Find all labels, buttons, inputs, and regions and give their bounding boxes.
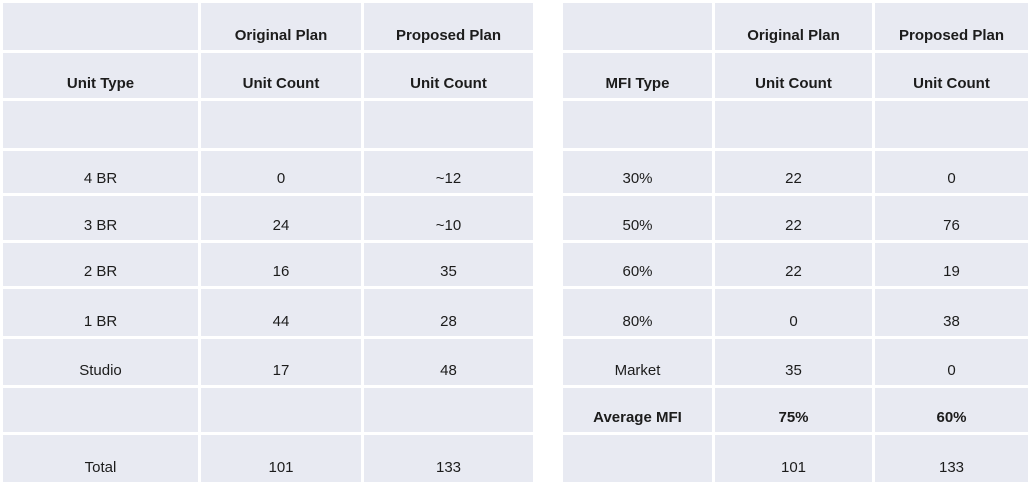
data-cell: 22 — [715, 151, 872, 193]
data-cell — [3, 388, 198, 432]
table-row: 4 BR 0 ~12 — [3, 151, 533, 193]
mfi-type-table: Original Plan Proposed Plan MFI Type Unit C… — [560, 0, 1031, 485]
data-cell: 133 — [364, 435, 533, 482]
header-cell: Unit Count — [364, 53, 533, 98]
header-cell: Unit Count — [201, 53, 361, 98]
header-cell: Unit Count — [715, 53, 872, 98]
data-cell — [364, 388, 533, 432]
data-cell: 3 BR — [3, 196, 198, 240]
data-cell: 60% — [563, 243, 712, 286]
table-row: Original Plan Proposed Plan — [3, 3, 533, 50]
table-row: 1 BR 44 28 — [3, 289, 533, 336]
data-cell: 17 — [201, 339, 361, 385]
data-cell: 0 — [201, 151, 361, 193]
data-cell: 30% — [563, 151, 712, 193]
header-cell: Unit Count — [875, 53, 1028, 98]
data-cell: ~10 — [364, 196, 533, 240]
table-row: 50% 22 76 — [563, 196, 1028, 240]
header-cell — [3, 3, 198, 50]
data-cell: 38 — [875, 289, 1028, 336]
table-row — [563, 101, 1028, 148]
table-row — [3, 388, 533, 432]
data-cell: 22 — [715, 196, 872, 240]
data-cell: Average MFI — [563, 388, 712, 432]
data-cell — [201, 388, 361, 432]
table-row: Market 35 0 — [563, 339, 1028, 385]
data-cell: 0 — [875, 339, 1028, 385]
data-cell — [201, 101, 361, 148]
data-cell: ~12 — [364, 151, 533, 193]
data-cell: 101 — [201, 435, 361, 482]
data-cell: 35 — [715, 339, 872, 385]
data-cell — [3, 101, 198, 148]
data-cell — [875, 101, 1028, 148]
header-cell — [563, 3, 712, 50]
data-cell — [715, 101, 872, 148]
table-row: 60% 22 19 — [563, 243, 1028, 286]
table-row: Total 101 133 — [3, 435, 533, 482]
data-cell: 76 — [875, 196, 1028, 240]
header-cell: Original Plan — [715, 3, 872, 50]
data-cell: Studio — [3, 339, 198, 385]
table-row: Original Plan Proposed Plan — [563, 3, 1028, 50]
data-cell — [563, 435, 712, 482]
data-cell: 1 BR — [3, 289, 198, 336]
table-row: 101 133 — [563, 435, 1028, 482]
unit-type-table-body: Original Plan Proposed Plan Unit Type Unit … — [3, 3, 533, 482]
data-cell: Total — [3, 435, 198, 482]
table-row: 3 BR 24 ~10 — [3, 196, 533, 240]
data-cell: 133 — [875, 435, 1028, 482]
data-cell: 2 BR — [3, 243, 198, 286]
table-row: 30% 22 0 — [563, 151, 1028, 193]
data-cell: 80% — [563, 289, 712, 336]
document-canvas: Original Plan Proposed Plan Unit Type Unit … — [3, 3, 1028, 482]
table-row: MFI Type Unit Count Unit Count — [563, 53, 1028, 98]
data-cell: 75% — [715, 388, 872, 432]
data-cell: 48 — [364, 339, 533, 385]
header-cell: Unit Type — [3, 53, 198, 98]
header-cell: Proposed Plan — [875, 3, 1028, 50]
data-cell: 24 — [201, 196, 361, 240]
data-cell: 16 — [201, 243, 361, 286]
data-cell: 60% — [875, 388, 1028, 432]
header-cell: Original Plan — [201, 3, 361, 50]
data-cell: 50% — [563, 196, 712, 240]
data-cell: 44 — [201, 289, 361, 336]
data-cell — [364, 101, 533, 148]
data-cell: Market — [563, 339, 712, 385]
data-cell: 101 — [715, 435, 872, 482]
table-row: Studio 17 48 — [3, 339, 533, 385]
header-cell: Proposed Plan — [364, 3, 533, 50]
unit-type-table: Original Plan Proposed Plan Unit Type Unit … — [3, 3, 533, 482]
table-row: Average MFI 75% 60% — [563, 388, 1028, 432]
data-cell: 22 — [715, 243, 872, 286]
data-cell: 35 — [364, 243, 533, 286]
data-cell — [563, 101, 712, 148]
table-row: 2 BR 16 35 — [3, 243, 533, 286]
mfi-type-table-body: Original Plan Proposed Plan MFI Type Unit C… — [563, 3, 1028, 482]
data-cell: 0 — [875, 151, 1028, 193]
data-cell: 0 — [715, 289, 872, 336]
data-cell: 19 — [875, 243, 1028, 286]
table-row: Unit Type Unit Count Unit Count — [3, 53, 533, 98]
table-row — [3, 101, 533, 148]
data-cell: 4 BR — [3, 151, 198, 193]
table-row: 80% 0 38 — [563, 289, 1028, 336]
data-cell: 28 — [364, 289, 533, 336]
header-cell: MFI Type — [563, 53, 712, 98]
